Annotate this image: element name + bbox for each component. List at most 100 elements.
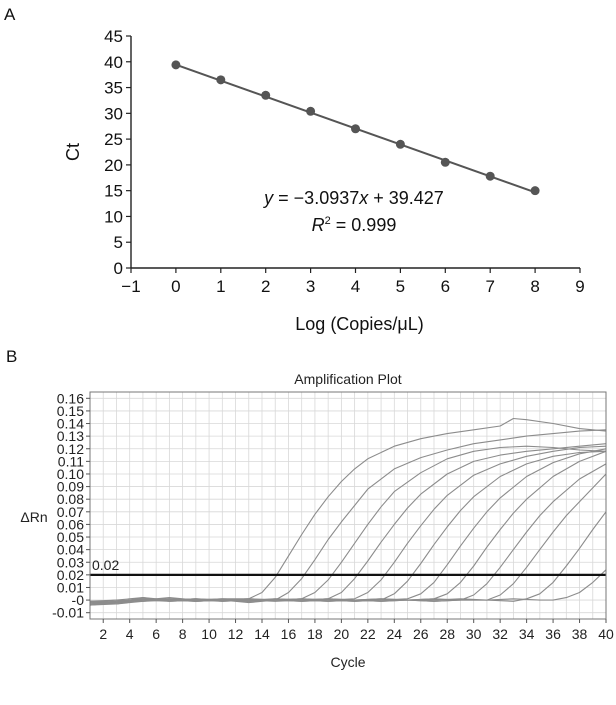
panel-b-x-label: Cycle [330, 654, 365, 670]
r2-superscript: 2 [325, 215, 331, 227]
data-point [530, 186, 540, 196]
equation-x-var: x [358, 188, 369, 208]
panel-a-x-tick-label: −1 [121, 277, 140, 296]
panel-b-plot-frame [89, 391, 607, 620]
panel-b-x-tick-label: 10 [201, 626, 217, 642]
panel-b-y-tick-label: 0.10 [57, 466, 84, 482]
panel-b-y-tick-label: 0.01 [57, 579, 84, 595]
panel-b-x-tick-label: 32 [492, 626, 508, 642]
panel-a-x-tick-label: 9 [575, 277, 584, 296]
panel-b-y-ticks: -0.01-00.010.020.030.040.050.060.070.080… [52, 390, 90, 621]
panel-a-y-tick-label: 20 [104, 156, 123, 175]
threshold-label: 0.02 [92, 557, 119, 573]
panel-b-y-tick-label: 0.14 [57, 416, 84, 432]
amplification-curve [89, 445, 607, 605]
panel-b-x-tick-label: 18 [307, 626, 323, 642]
panel-b-x-tick-label: 30 [466, 626, 482, 642]
panel-a-x-tick-label: 7 [485, 277, 494, 296]
panel-b-y-tick-label: 0.11 [58, 453, 84, 469]
regression-equation: y = −3.0937x + 39.427 [262, 188, 444, 208]
panel-a-y-tick-label: 35 [104, 79, 123, 98]
data-point [171, 60, 181, 70]
panel-a-x-tick-label: 0 [171, 277, 180, 296]
panel-a-x-ticks: −1 0 1 2 3 4 5 6 7 8 9 [121, 268, 585, 296]
data-point [261, 90, 271, 100]
panel-a-y-tick-label: 15 [104, 182, 123, 201]
data-point [395, 139, 405, 149]
panel-b-x-tick-label: 38 [572, 626, 588, 642]
panel-b-y-tick-label: 0.16 [57, 390, 84, 406]
panel-a-y-tick-label: 0 [114, 259, 123, 278]
panel-b-y-tick-label: 0.09 [57, 479, 84, 495]
amplification-curve [89, 569, 607, 606]
panel-a-x-tick-label: 3 [306, 277, 315, 296]
panel-a-x-tick-label: 4 [351, 277, 360, 296]
panel-b-x-tick-label: 12 [228, 626, 244, 642]
panel-b-y-tick-label: 0.13 [57, 428, 84, 444]
panel-a-y-tick-label: 30 [104, 104, 123, 123]
panel-a-letter: A [4, 5, 16, 24]
panel-b-y-tick-label: 0.12 [57, 441, 84, 457]
r2-value: = 0.999 [331, 215, 397, 235]
panel-a-x-label: Log (Copies/μL) [295, 314, 423, 334]
amplification-curve [89, 463, 607, 605]
panel-b-x-tick-label: 28 [439, 626, 455, 642]
r2-symbol: R [312, 215, 325, 235]
panel-b-y-tick-label: 0.04 [57, 542, 84, 558]
panel-b-x-tick-label: 4 [126, 626, 134, 642]
amplification-curve [89, 443, 607, 605]
panel-b-title: Amplification Plot [294, 371, 401, 387]
panel-b-grid [89, 392, 607, 619]
panel-a-y-tick-label: 40 [104, 53, 123, 72]
panel-a-y-tick-label: 45 [104, 27, 123, 46]
panel-a-y-tick-label: 25 [104, 130, 123, 149]
panel-b-y-tick-label: -0.01 [52, 605, 84, 621]
panel-b-x-tick-label: 14 [254, 626, 270, 642]
amplification-curve [89, 473, 607, 604]
amplification-curve [89, 511, 607, 604]
panel-b-y-tick-label: 0.02 [57, 567, 84, 583]
data-point [351, 124, 360, 134]
panel-a-points [171, 60, 540, 196]
panel-a-x-tick-label: 5 [396, 277, 405, 296]
data-point [306, 106, 316, 116]
panel-b-threshold: 0.02 [90, 557, 606, 576]
panel-b-y-label: ΔRn [20, 509, 47, 525]
data-point [440, 157, 450, 167]
panel-b-x-tick-label: 26 [413, 626, 429, 642]
panel-a-y-tick-label: 10 [104, 207, 123, 226]
panel-b-x-tick-label: 20 [334, 626, 350, 642]
panel-a-x-tick-label: 2 [261, 277, 270, 296]
panel-b-x-tick-label: 36 [545, 626, 561, 642]
panel-b-curves [89, 417, 607, 606]
panel-b-x-tick-label: 6 [152, 626, 160, 642]
panel-b-y-tick-label: 0.15 [57, 403, 84, 419]
panel-b-frame [89, 391, 607, 620]
panel-a-x-tick-label: 8 [530, 277, 539, 296]
panel-a-x-tick-label: 1 [216, 277, 225, 296]
panel-b-y-tick-label: -0 [72, 592, 85, 608]
panel-b-x-tick-label: 2 [99, 626, 107, 642]
panel-a-y-label: Ct [63, 143, 83, 161]
panel-b-y-tick-label: 0.05 [57, 529, 84, 545]
panel-b-x-ticks: 2 4 6 8 10 12 14 16 18 20 22 24 26 28 30 32 34 36 38 40 [99, 619, 614, 642]
equation-slope: = −3.0937 [273, 188, 359, 208]
panel-b-x-tick-label: 34 [519, 626, 535, 642]
panel-b-x-tick-label: 24 [387, 626, 403, 642]
equation-y-var: y [262, 188, 274, 208]
panel-a-y-tick-label: 5 [114, 233, 123, 252]
data-point [485, 171, 495, 181]
panel-b-letter: B [6, 347, 17, 366]
panel-b-chart: B Amplification Plot 0.02 -0.01-00.010.0… [6, 347, 614, 670]
panel-b-x-tick-label: 40 [598, 626, 614, 642]
panel-b-x-tick-label: 8 [179, 626, 187, 642]
panel-b-x-tick-label: 22 [360, 626, 376, 642]
amplification-curve [89, 448, 607, 606]
panel-b-y-tick-label: 0.08 [57, 491, 84, 507]
r-squared: R2 = 0.999 [312, 215, 397, 235]
data-point [216, 75, 226, 85]
equation-intercept: + 39.427 [368, 188, 444, 208]
panel-b-y-tick-label: 0.06 [57, 516, 84, 532]
panel-a-y-ticks: 0 5 10 15 20 25 30 35 40 45 [104, 27, 131, 278]
